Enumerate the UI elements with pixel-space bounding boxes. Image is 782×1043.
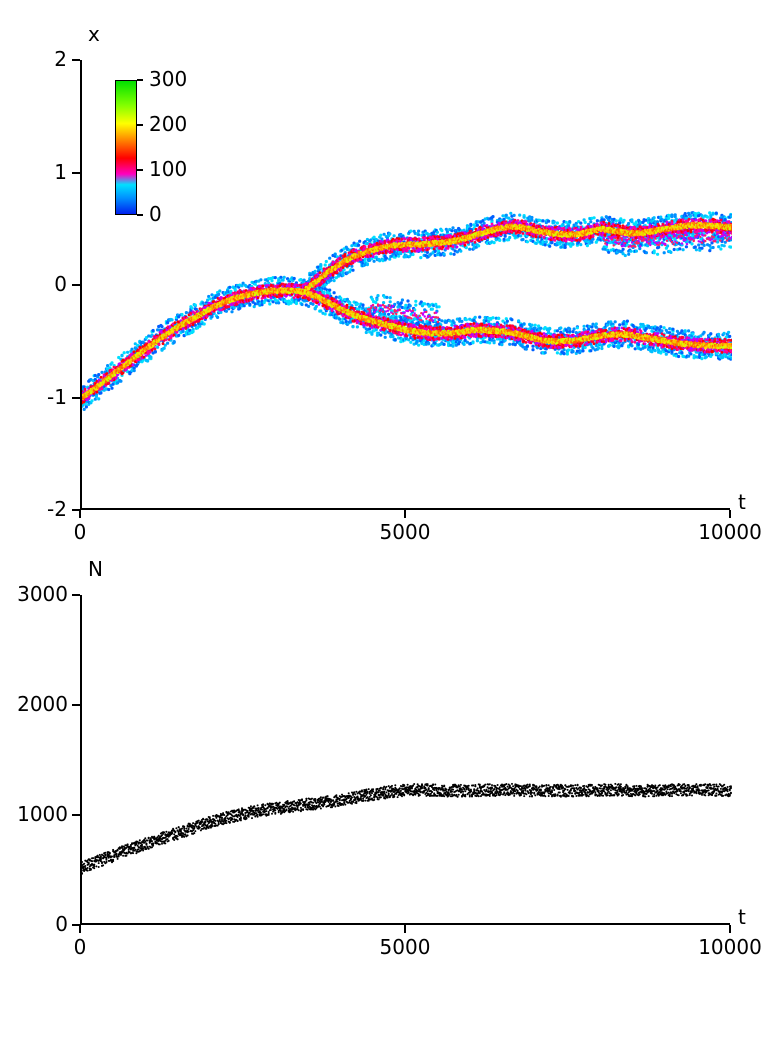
top-ytick-label: -1 bbox=[25, 385, 67, 409]
bottom-xtick-label: 0 bbox=[74, 935, 87, 959]
top-xtick-label: 0 bbox=[74, 520, 87, 544]
top-ytick-label: 1 bbox=[25, 160, 67, 184]
colorbar-tick-label: 0 bbox=[149, 202, 162, 226]
top-xtick-label: 5000 bbox=[380, 520, 431, 544]
bottom-ytick-label: 2000 bbox=[10, 692, 68, 716]
colorbar-tick-label: 200 bbox=[149, 112, 187, 136]
top-xtick-label: 10000 bbox=[698, 520, 762, 544]
colorbar-tick-label: 100 bbox=[149, 157, 187, 181]
top-ytick-label: -2 bbox=[25, 497, 67, 521]
bottom-chart-x-label: t bbox=[738, 905, 746, 929]
bottom-ytick-label: 1000 bbox=[10, 802, 68, 826]
bottom-ytick-label: 3000 bbox=[10, 582, 68, 606]
bottom-xtick-label: 5000 bbox=[380, 935, 431, 959]
bottom-xtick-label: 10000 bbox=[698, 935, 762, 959]
colorbar bbox=[115, 80, 137, 215]
bottom-chart-y-label: N bbox=[88, 557, 103, 581]
top-ytick-label: 0 bbox=[25, 272, 67, 296]
top-ytick-label: 2 bbox=[25, 47, 67, 71]
colorbar-tick-label: 300 bbox=[149, 67, 187, 91]
top-chart-x-label: t bbox=[738, 490, 746, 514]
bottom-ytick-label: 0 bbox=[10, 912, 68, 936]
bottom-chart-svg bbox=[82, 595, 732, 925]
top-chart-y-label: x bbox=[88, 22, 100, 46]
bottom-chart-plot-area bbox=[80, 595, 730, 925]
page: x t N t -2-10120500010000010020030001000… bbox=[0, 0, 782, 1043]
